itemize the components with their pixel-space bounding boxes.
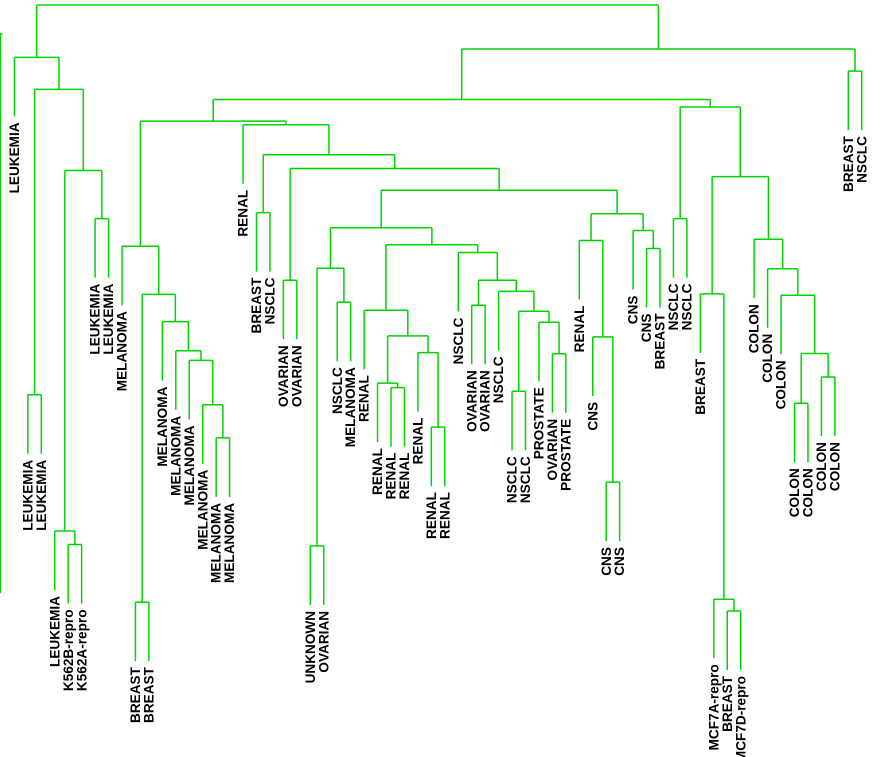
svg-text:COLON: COLON [801, 468, 816, 517]
svg-text:RENAL: RENAL [437, 492, 452, 539]
svg-text:RENAL: RENAL [384, 453, 399, 500]
svg-text:MELANOMA: MELANOMA [115, 311, 130, 391]
svg-text:PROSTATE: PROSTATE [558, 419, 573, 491]
svg-text:CNS: CNS [626, 296, 641, 325]
svg-text:OVARIAN: OVARIAN [316, 611, 331, 673]
svg-text:K562B-repro: K562B-repro [61, 610, 76, 692]
svg-text:COLON: COLON [747, 304, 762, 353]
svg-text:MELANOMA: MELANOMA [155, 386, 170, 466]
svg-text:CNS: CNS [639, 314, 654, 343]
svg-text:NSCLC: NSCLC [505, 456, 520, 503]
svg-text:NSCLC: NSCLC [680, 283, 695, 330]
svg-text:MELANOMA: MELANOMA [168, 416, 183, 496]
svg-text:BREAST: BREAST [249, 277, 264, 334]
svg-text:MELANOMA: MELANOMA [195, 470, 210, 550]
svg-text:BREAST: BREAST [142, 666, 157, 723]
svg-text:BREAST: BREAST [128, 666, 143, 723]
svg-text:BREAST: BREAST [693, 358, 708, 415]
svg-text:MCF7D-repro: MCF7D-repro [733, 676, 748, 757]
svg-text:LEUKEMIA: LEUKEMIA [47, 596, 62, 667]
svg-text:RENAL: RENAL [236, 190, 251, 237]
svg-text:COLON: COLON [760, 334, 775, 383]
svg-text:LEUKEMIA: LEUKEMIA [20, 460, 35, 531]
svg-text:OVARIAN: OVARIAN [464, 370, 479, 432]
svg-text:CNS: CNS [585, 402, 600, 431]
svg-text:LEUKEMIA: LEUKEMIA [88, 283, 103, 354]
svg-text:COLON: COLON [774, 360, 789, 409]
svg-text:COLON: COLON [827, 442, 842, 491]
svg-text:COLON: COLON [787, 468, 802, 517]
svg-text:OVARIAN: OVARIAN [545, 419, 560, 481]
svg-text:LEUKEMIA: LEUKEMIA [34, 460, 49, 531]
svg-text:RENAL: RENAL [370, 448, 385, 495]
svg-text:NSCLC: NSCLC [854, 136, 869, 183]
svg-text:MELANOMA: MELANOMA [182, 425, 197, 505]
svg-text:CNS: CNS [599, 547, 614, 576]
svg-text:NSCLC: NSCLC [263, 277, 278, 324]
svg-text:RENAL: RENAL [424, 492, 439, 539]
svg-text:RENAL: RENAL [572, 306, 587, 353]
svg-text:NSCLC: NSCLC [451, 317, 466, 364]
svg-text:PROSTATE: PROSTATE [532, 387, 547, 459]
svg-text:BREAST: BREAST [653, 313, 668, 370]
svg-text:OVARIAN: OVARIAN [289, 345, 304, 407]
svg-text:COLON: COLON [814, 442, 829, 491]
svg-text:OVARIAN: OVARIAN [276, 345, 291, 407]
svg-text:RENAL: RENAL [411, 418, 426, 465]
svg-text:MELANOMA: MELANOMA [343, 367, 358, 447]
svg-text:CNS: CNS [612, 547, 627, 576]
svg-text:K562A-repro: K562A-repro [74, 610, 89, 692]
svg-text:NSCLC: NSCLC [491, 356, 506, 403]
svg-text:LEUKEMIA: LEUKEMIA [101, 283, 116, 354]
svg-text:LEUKEMIA: LEUKEMIA [7, 122, 22, 193]
svg-text:MELANOMA: MELANOMA [209, 503, 224, 583]
svg-text:NSCLC: NSCLC [330, 367, 345, 414]
svg-text:MCF7A-repro: MCF7A-repro [706, 664, 721, 750]
svg-text:NSCLC: NSCLC [666, 283, 681, 330]
svg-text:RENAL: RENAL [397, 453, 412, 500]
svg-text:BREAST: BREAST [720, 675, 735, 732]
svg-text:NSCLC: NSCLC [518, 456, 533, 503]
svg-text:RENAL: RENAL [357, 375, 372, 422]
svg-text:MELANOMA: MELANOMA [222, 503, 237, 583]
svg-text:OVARIAN: OVARIAN [478, 370, 493, 432]
svg-text:UNKNOWN: UNKNOWN [303, 611, 318, 684]
svg-text:BREAST: BREAST [841, 135, 856, 192]
